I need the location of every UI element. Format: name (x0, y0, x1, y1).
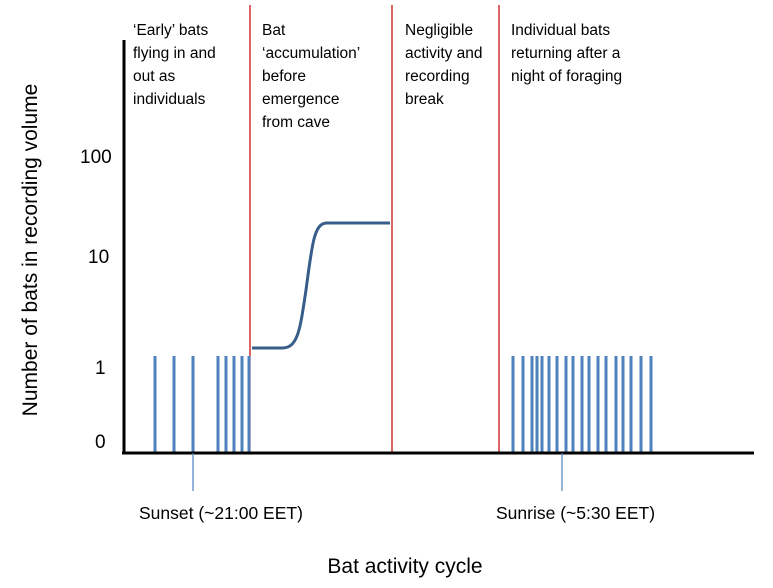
activity-bar-phase4-6 (547, 356, 551, 452)
activity-bar-phase4-18 (649, 356, 653, 452)
activity-bar-phase4-15 (621, 356, 625, 452)
activity-bar-phase4-16 (629, 356, 633, 452)
activity-bar-phase1-9 (247, 356, 251, 452)
activity-bar-phase1-1 (153, 356, 157, 452)
phase-annotation-returning: Individual bats returning after a night … (511, 22, 625, 85)
activity-bar-phase1-6 (232, 356, 236, 452)
activity-bar-phase1-4 (216, 356, 220, 452)
activity-bar-phase4-7 (555, 356, 559, 452)
activity-bar-phase4-3 (530, 356, 534, 452)
activity-bar-phase1-5 (224, 356, 228, 452)
activity-bar-phase4-2 (521, 356, 525, 452)
activity-bar-phase4-11 (587, 356, 591, 452)
activity-bars (153, 356, 653, 452)
y-axis-label: Number of bats in recording volume (19, 84, 42, 417)
phase-annotation-negligible: Negligible activity and recording break (405, 22, 487, 108)
activity-bar-phase4-14 (614, 356, 618, 452)
activity-bar-phase4-5 (540, 356, 544, 452)
activity-bar-phase1-2 (172, 356, 176, 452)
activity-bar-phase4-4 (535, 356, 539, 452)
sunrise-label: Sunrise (~5:30 EET) (496, 503, 655, 523)
activity-bar-phase4-1 (511, 356, 515, 452)
activity-bar-phase4-12 (596, 356, 600, 452)
sunset-label: Sunset (~21:00 EET) (139, 503, 303, 523)
activity-bar-phase4-8 (564, 356, 568, 452)
activity-bar-phase4-9 (571, 356, 575, 452)
activity-bar-phase1-7 (240, 356, 244, 452)
y-tick-100: 100 (80, 147, 112, 168)
x-axis-label: Bat activity cycle (327, 555, 482, 578)
activity-bar-phase4-10 (580, 356, 584, 452)
accumulation-curve (252, 221, 390, 350)
activity-bar-phase4-17 (639, 356, 643, 452)
phase-annotation-accumulation: Bat ‘accumulation’ before emergence from… (262, 22, 364, 131)
activity-bar-phase1-3 (191, 356, 195, 452)
phase-annotation-early: ‘Early’ bats flying in and out as indivi… (133, 22, 220, 108)
activity-bar-phase4-13 (604, 356, 608, 452)
y-tick-1: 1 (95, 358, 106, 379)
y-tick-10: 10 (88, 247, 109, 268)
y-tick-0: 0 (95, 432, 106, 453)
